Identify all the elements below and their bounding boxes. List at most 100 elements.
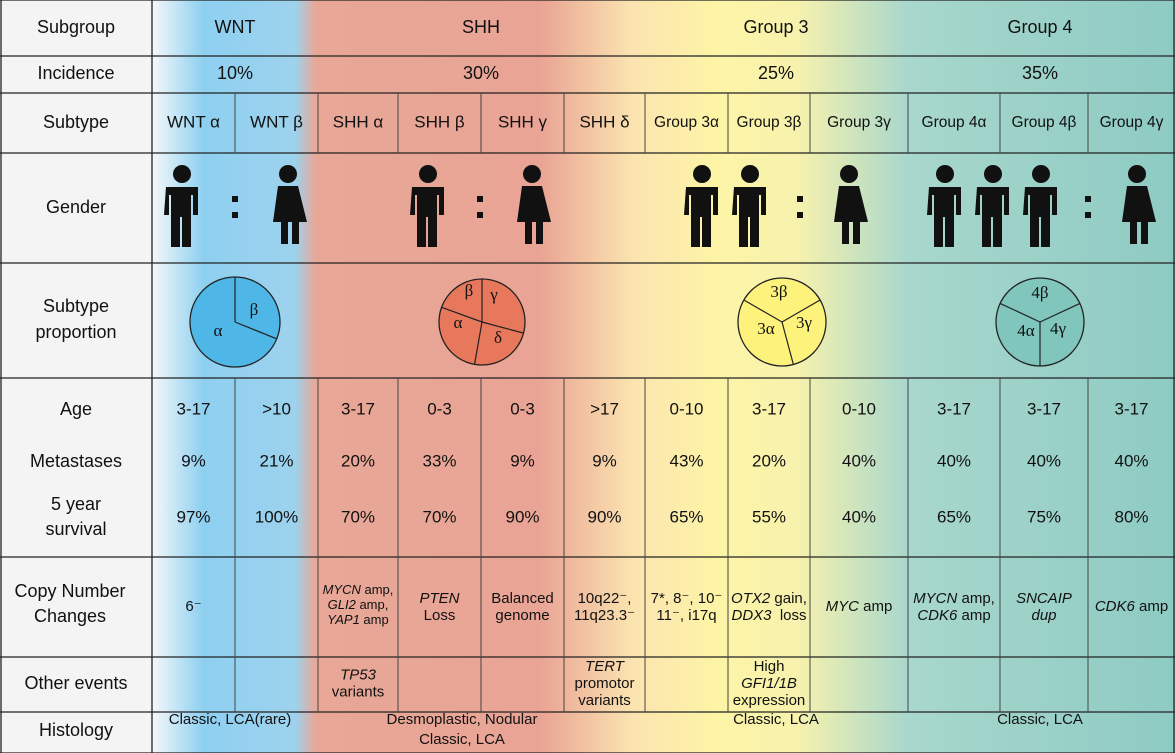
text-segment: MYCN bbox=[913, 590, 957, 607]
cell-text: MYCN amp, bbox=[913, 590, 995, 607]
body bbox=[410, 187, 444, 247]
row-label: Metastases bbox=[30, 451, 122, 471]
pie-label: α bbox=[214, 321, 223, 340]
head bbox=[173, 165, 191, 183]
cell-text: YAP1 amp bbox=[327, 612, 388, 627]
male-icon bbox=[684, 165, 718, 247]
cell-text: MYC amp bbox=[826, 598, 893, 615]
text-segment: DDX3 bbox=[731, 607, 772, 624]
cell-text: CDK6 amp bbox=[917, 607, 990, 624]
cell-text: SNCAIP bbox=[1016, 590, 1072, 607]
metastases: 20% bbox=[752, 451, 786, 470]
text-segment: amp bbox=[360, 612, 389, 627]
text-segment: MYCN bbox=[323, 582, 362, 597]
text-segment: amp bbox=[957, 607, 990, 624]
body bbox=[517, 186, 551, 244]
metastases: 20% bbox=[341, 451, 375, 470]
body bbox=[164, 187, 198, 247]
text-segment: amp, bbox=[957, 590, 995, 607]
head bbox=[984, 165, 1002, 183]
metastases: 9% bbox=[592, 451, 617, 470]
text-segment: amp bbox=[859, 598, 892, 615]
incidence: 25% bbox=[758, 63, 794, 83]
subgroup-name: Group 4 bbox=[1007, 17, 1072, 37]
body bbox=[1122, 186, 1156, 244]
female-icon bbox=[1122, 165, 1156, 244]
cell-text: Loss bbox=[424, 607, 456, 624]
subgroup-name: WNT bbox=[215, 17, 256, 37]
row-label: Changes bbox=[34, 606, 106, 626]
pie-divider bbox=[743, 299, 783, 323]
pie-divider bbox=[473, 321, 483, 365]
subtype-name: Group 3γ bbox=[827, 114, 891, 131]
cell-text: 10q22⁻, bbox=[578, 590, 632, 607]
incidence: 30% bbox=[463, 63, 499, 83]
cell-text: PTEN bbox=[419, 590, 459, 607]
metastases: 40% bbox=[937, 451, 971, 470]
body bbox=[834, 186, 868, 244]
content: Subgroup Incidence Subtype Gender Subtype pro… bbox=[14, 17, 1168, 748]
pie-label: 3α bbox=[757, 319, 775, 338]
subgroup-background bbox=[152, 0, 1175, 753]
row-label: Histology bbox=[39, 720, 113, 740]
pie-divider bbox=[1039, 302, 1081, 323]
male-icon bbox=[410, 165, 444, 247]
pie-label: 3β bbox=[770, 282, 787, 301]
survival: 55% bbox=[752, 507, 786, 526]
cell-text: CDK6 amp bbox=[1095, 598, 1168, 615]
metastases: 9% bbox=[181, 451, 206, 470]
survival: 65% bbox=[669, 507, 703, 526]
pie-label: 4α bbox=[1017, 321, 1035, 340]
male-icon bbox=[164, 165, 198, 247]
subgroup-name: Group 3 bbox=[743, 17, 808, 37]
text-segment: amp, bbox=[356, 597, 389, 612]
histology: Classic, LCA bbox=[997, 711, 1083, 728]
survival: 75% bbox=[1027, 507, 1061, 526]
metastases: 40% bbox=[1027, 451, 1061, 470]
ratio-dot bbox=[1085, 212, 1091, 218]
cell-text: GLI2 amp, bbox=[328, 597, 389, 612]
age: 3-17 bbox=[341, 399, 375, 418]
subtype-name: Group 4γ bbox=[1100, 114, 1164, 131]
row-label: Incidence bbox=[37, 63, 114, 83]
cell-text: High bbox=[754, 658, 785, 675]
text-segment: amp bbox=[1135, 598, 1168, 615]
text-segment: SNCAIP bbox=[1016, 590, 1072, 607]
female-icon bbox=[273, 165, 307, 244]
histology: Classic, LCA bbox=[733, 711, 819, 728]
pie-label: 4γ bbox=[1050, 319, 1067, 338]
male-icon bbox=[732, 165, 766, 247]
ratio-dot bbox=[232, 212, 238, 218]
row-label: survival bbox=[45, 519, 106, 539]
text-segment: variants bbox=[332, 683, 385, 700]
text-segment: High bbox=[754, 658, 785, 675]
female-icon bbox=[834, 165, 868, 244]
age: 3-17 bbox=[752, 399, 786, 418]
ratio-dot bbox=[797, 196, 803, 202]
text-segment: loss bbox=[772, 607, 807, 624]
age: 0-3 bbox=[427, 399, 452, 418]
body bbox=[975, 187, 1009, 247]
age: 3-17 bbox=[937, 399, 971, 418]
cell-text: 6⁻ bbox=[185, 598, 201, 615]
female-icon bbox=[517, 165, 551, 244]
cell-text: variants bbox=[578, 692, 631, 709]
age: 3-17 bbox=[1027, 399, 1061, 418]
metastases: 40% bbox=[842, 451, 876, 470]
text-segment: genome bbox=[495, 607, 549, 624]
text-segment: MYC bbox=[826, 598, 860, 615]
text-segment: CDK6 bbox=[1095, 598, 1136, 615]
cell-text: 11q23.3⁻ bbox=[574, 607, 635, 624]
text-segment: 6⁻ bbox=[185, 598, 201, 615]
text-segment: PTEN bbox=[419, 590, 459, 607]
subtype-name: SHH β bbox=[414, 112, 465, 131]
text-segment: variants bbox=[578, 692, 631, 709]
body bbox=[273, 186, 307, 244]
ratio-dot bbox=[797, 212, 803, 218]
text-segment: expression bbox=[733, 692, 806, 709]
metastases: 43% bbox=[669, 451, 703, 470]
metastases: 9% bbox=[510, 451, 535, 470]
